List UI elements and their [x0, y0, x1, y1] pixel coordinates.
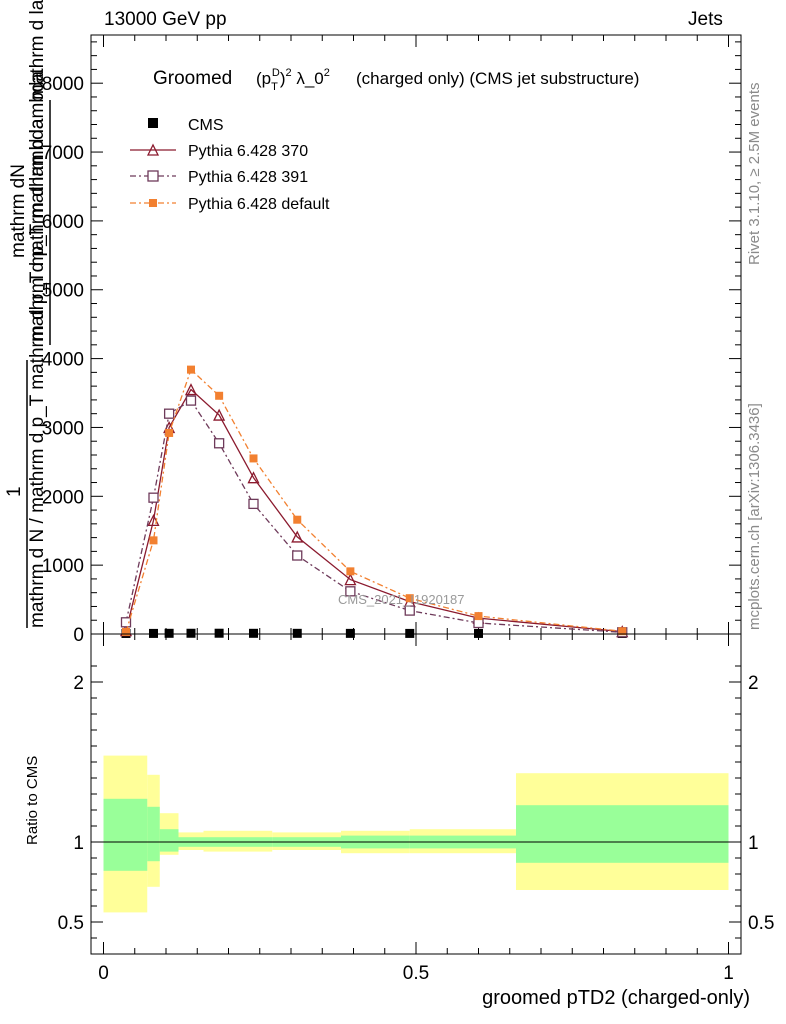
series-line-pythia-370	[125, 388, 623, 633]
chart-title-formula: (pTD)2 λ_02	[256, 67, 330, 93]
data-point-pythia-370	[344, 573, 357, 586]
ratio-band-green-2	[159, 829, 179, 852]
y-label-numerator: 1	[4, 486, 25, 497]
ratio-band-green-1	[147, 806, 160, 862]
data-point-cms	[164, 628, 174, 638]
legend-label-391: Pythia 6.428 391	[188, 169, 308, 186]
y-label-overlay: mathrm dN	[8, 164, 29, 258]
data-point-pythia-391	[120, 617, 132, 628]
ratio-y-tick-label-left: 0.5	[58, 913, 84, 934]
y-tick-label: 3000	[42, 418, 84, 439]
data-point-pythia-default	[149, 536, 158, 545]
data-point-cms	[214, 628, 224, 638]
y-tick-label: 7000	[42, 143, 84, 164]
data-point-pythia-default	[346, 567, 355, 576]
data-point-pythia-391	[292, 550, 303, 561]
x-tick-label: 0	[98, 963, 109, 984]
data-point-pythia-391	[163, 408, 175, 419]
y-label-denominator: mathrm d N / mathrm d p_T mathrm d p_T m…	[27, 118, 48, 628]
data-point-pythia-370	[213, 408, 226, 421]
legend-label-default: Pythia 6.428 default	[188, 196, 330, 213]
data-point-pythia-391	[148, 492, 159, 503]
data-point-pythia-default	[215, 391, 224, 400]
data-point-cms	[186, 628, 196, 638]
data-point-pythia-391	[213, 438, 225, 449]
analysis-watermark: CMS_2021_I1920187	[338, 592, 465, 607]
data-point-pythia-default	[293, 515, 302, 524]
data-point-cms	[149, 628, 158, 638]
data-point-pythia-370	[291, 530, 304, 543]
data-point-cms	[249, 628, 258, 638]
main-series-group	[119, 365, 629, 638]
ratio-y-axis-label: Ratio to CMS	[24, 756, 41, 845]
ratio-band-green-0	[103, 798, 148, 871]
legend-label-370: Pythia 6.428 370	[188, 143, 308, 160]
data-point-pythia-391	[345, 586, 356, 597]
y-tick-label: 4000	[42, 350, 84, 371]
data-point-pythia-default	[187, 365, 195, 374]
y-label-fraction-top: mathrm d p_T mathrm d lambda	[27, 71, 48, 342]
data-point-cms	[345, 628, 355, 638]
data-point-pythia-default	[618, 627, 627, 636]
legend: CMS Pythia 6.428 370 Pythia 6.428 391 Py…	[130, 117, 330, 213]
data-point-pythia-370	[247, 471, 260, 484]
legend-label-cms: CMS	[188, 117, 224, 134]
data-point-pythia-default	[474, 612, 483, 621]
ratio-axis-ticks: 0.5 0.5 1 1 2 2 0 0.5 1	[58, 634, 774, 984]
chart-title-suffix: (charged only) (CMS jet substructure)	[356, 69, 639, 88]
ratio-y-tick-label-right: 0.5	[748, 913, 774, 934]
x-tick-label: 1	[723, 963, 734, 984]
data-point-pythia-default	[405, 594, 414, 603]
y-tick-label: 5000	[42, 281, 84, 302]
main-axis-ticks: 0 1000 2000 3000 4000 5000 6000 7000 8000	[42, 35, 741, 646]
legend-marker-default	[149, 199, 157, 207]
data-point-pythia-default	[122, 627, 130, 636]
data-point-pythia-default	[165, 428, 174, 437]
y-tick-label: 6000	[42, 212, 84, 233]
legend-marker-391	[147, 170, 159, 182]
ratio-uncertainty-bands	[91, 755, 741, 913]
data-point-pythia-default	[249, 454, 258, 463]
y-tick-label: 0	[73, 625, 84, 646]
data-point-pythia-370	[184, 383, 198, 396]
data-point-pythia-391	[404, 605, 415, 616]
category-label: Jets	[688, 9, 723, 30]
data-point-pythia-391	[248, 498, 259, 510]
ratio-y-tick-label-right: 1	[748, 833, 759, 854]
data-point-cms	[474, 628, 483, 638]
y-tick-label: 8000	[42, 74, 84, 95]
ratio-band-green-8	[516, 805, 729, 863]
legend-marker-cms	[148, 118, 158, 128]
data-point-cms	[405, 628, 415, 638]
chart-title-groomed: Groomed	[153, 68, 232, 89]
ratio-y-tick-label-right: 2	[748, 673, 759, 694]
y-tick-label: 1000	[42, 556, 84, 577]
energy-label: 13000 GeV pp	[104, 9, 227, 30]
data-point-pythia-391	[185, 395, 197, 406]
ratio-y-tick-label-left: 2	[73, 673, 84, 694]
y-tick-label: 2000	[42, 487, 84, 508]
x-tick-label: 0.5	[403, 963, 429, 984]
legend-marker-370	[146, 143, 160, 156]
ratio-y-tick-label-left: 1	[73, 833, 84, 854]
data-point-cms	[292, 628, 302, 638]
x-axis-label: groomed pTD2 (charged-only)	[482, 987, 750, 1009]
y-label-overlay-lambda: mathrm d lambda	[27, 0, 48, 100]
main-y-axis-label: mathrm dN mathrm d p_T mathrm d lambda m…	[4, 0, 51, 628]
